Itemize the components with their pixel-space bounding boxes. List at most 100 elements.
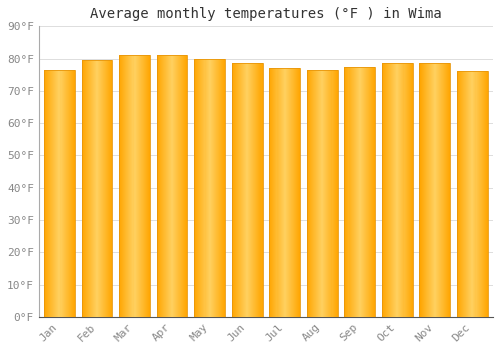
Bar bbox=[170, 55, 171, 317]
Bar bbox=[363, 66, 364, 317]
Bar bbox=[246, 63, 247, 317]
Bar bbox=[396, 63, 398, 317]
Bar bbox=[91, 60, 92, 317]
Bar bbox=[210, 58, 212, 317]
Bar bbox=[173, 55, 174, 317]
Bar bbox=[196, 58, 198, 317]
Bar bbox=[171, 55, 172, 317]
Bar bbox=[284, 68, 286, 317]
Bar bbox=[292, 68, 293, 317]
Bar bbox=[198, 58, 200, 317]
Bar bbox=[232, 63, 233, 317]
Bar bbox=[309, 70, 310, 317]
Bar bbox=[385, 63, 386, 317]
Bar bbox=[204, 58, 206, 317]
Bar bbox=[319, 70, 320, 317]
Bar bbox=[122, 55, 123, 317]
Bar bbox=[56, 70, 58, 317]
Bar bbox=[410, 63, 412, 317]
Bar bbox=[44, 70, 45, 317]
Bar bbox=[168, 55, 169, 317]
Bar bbox=[394, 63, 396, 317]
Bar bbox=[398, 63, 400, 317]
Bar bbox=[252, 63, 254, 317]
Bar bbox=[288, 68, 289, 317]
Bar bbox=[175, 55, 176, 317]
Bar bbox=[298, 68, 299, 317]
Bar bbox=[383, 63, 384, 317]
Bar bbox=[103, 60, 104, 317]
Bar bbox=[50, 70, 51, 317]
Bar bbox=[243, 63, 244, 317]
Bar bbox=[336, 70, 338, 317]
Bar bbox=[361, 66, 362, 317]
Bar bbox=[315, 70, 316, 317]
Bar bbox=[444, 63, 445, 317]
Bar bbox=[274, 68, 276, 317]
Bar bbox=[346, 66, 348, 317]
Bar bbox=[270, 68, 300, 317]
Bar bbox=[486, 71, 487, 317]
Bar bbox=[372, 66, 373, 317]
Bar bbox=[68, 70, 70, 317]
Bar bbox=[62, 70, 64, 317]
Bar bbox=[287, 68, 288, 317]
Bar bbox=[463, 71, 464, 317]
Bar bbox=[160, 55, 161, 317]
Bar bbox=[194, 58, 225, 317]
Bar bbox=[46, 70, 47, 317]
Bar bbox=[144, 55, 145, 317]
Bar bbox=[470, 71, 472, 317]
Bar bbox=[236, 63, 237, 317]
Bar bbox=[322, 70, 324, 317]
Bar bbox=[98, 60, 99, 317]
Bar bbox=[174, 55, 175, 317]
Bar bbox=[314, 70, 315, 317]
Bar bbox=[408, 63, 410, 317]
Bar bbox=[420, 63, 450, 317]
Bar bbox=[167, 55, 168, 317]
Bar bbox=[64, 70, 66, 317]
Bar bbox=[156, 55, 158, 317]
Bar bbox=[245, 63, 246, 317]
Bar bbox=[307, 70, 338, 317]
Bar bbox=[459, 71, 460, 317]
Bar bbox=[184, 55, 186, 317]
Bar bbox=[387, 63, 388, 317]
Bar bbox=[389, 63, 390, 317]
Bar bbox=[92, 60, 93, 317]
Bar bbox=[457, 71, 488, 317]
Bar bbox=[478, 71, 480, 317]
Bar bbox=[434, 63, 435, 317]
Bar bbox=[282, 68, 284, 317]
Bar bbox=[367, 66, 368, 317]
Bar bbox=[460, 71, 461, 317]
Bar bbox=[219, 58, 220, 317]
Bar bbox=[169, 55, 170, 317]
Bar bbox=[258, 63, 260, 317]
Bar bbox=[406, 63, 408, 317]
Bar bbox=[110, 60, 112, 317]
Bar bbox=[295, 68, 296, 317]
Bar bbox=[487, 71, 488, 317]
Bar bbox=[272, 68, 274, 317]
Bar bbox=[326, 70, 328, 317]
Bar bbox=[176, 55, 177, 317]
Bar bbox=[48, 70, 49, 317]
Bar bbox=[321, 70, 322, 317]
Bar bbox=[120, 55, 121, 317]
Bar bbox=[374, 66, 375, 317]
Bar bbox=[352, 66, 354, 317]
Bar bbox=[142, 55, 144, 317]
Bar bbox=[313, 70, 314, 317]
Bar bbox=[182, 55, 184, 317]
Bar bbox=[194, 58, 196, 317]
Bar bbox=[99, 60, 100, 317]
Bar bbox=[162, 55, 163, 317]
Bar bbox=[254, 63, 256, 317]
Bar bbox=[51, 70, 52, 317]
Bar bbox=[86, 60, 88, 317]
Bar bbox=[432, 63, 433, 317]
Bar bbox=[247, 63, 248, 317]
Bar bbox=[223, 58, 224, 317]
